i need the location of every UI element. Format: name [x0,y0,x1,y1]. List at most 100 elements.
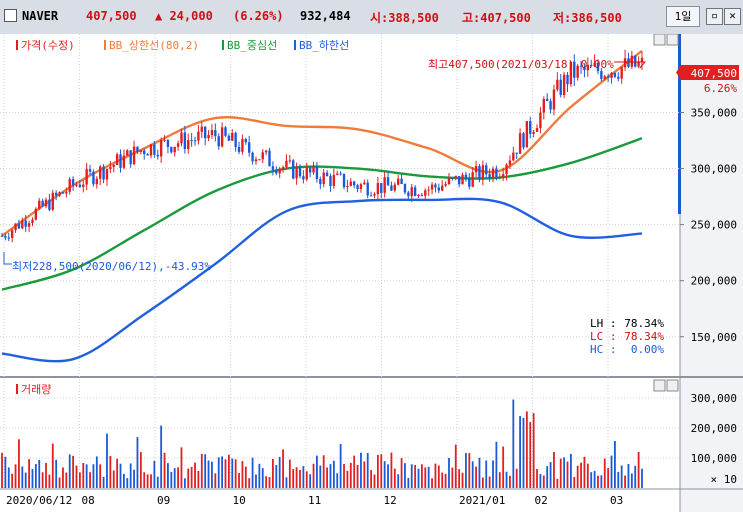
candle-body [187,140,190,149]
volume-bar [261,468,264,488]
candle-body [413,187,417,196]
volume-bar [65,472,68,488]
volume-bar [420,464,423,488]
volume-bar [576,465,579,488]
stock-name: NAVER [22,9,59,23]
volume-bar [241,461,244,488]
volume-bar [200,453,203,488]
candle-body [95,178,99,185]
candle-body [451,177,454,179]
candle-body [88,169,92,172]
volume-bar [641,468,643,488]
price-y-axis: 350,000 300,000 250,000 200,000 150,000 [680,106,737,344]
volume-bar [569,453,572,488]
volume-bar [102,476,105,488]
candle-body [532,131,535,134]
volume-bar [424,467,427,488]
candle-body [285,160,288,168]
volume-bar [238,472,240,488]
candle-body [366,182,369,196]
x-tick-label: 12 [384,494,397,507]
restore-icon[interactable]: ▫ [706,8,723,25]
volume-bar [326,467,328,488]
volume-bar [485,460,488,488]
candle-body [617,76,620,79]
volume-bar [410,464,413,488]
volume-bar [525,411,528,488]
band-lower-line [1,197,643,363]
period-button[interactable]: 1일 [666,6,700,27]
panel-maximize-icon[interactable] [653,34,666,46]
candle-body [176,143,180,147]
candle-body [224,127,227,136]
candle-body [298,166,302,177]
volume-panel-buttons[interactable] [653,379,679,392]
volume-bar [150,474,152,488]
volume-bar [444,473,447,488]
volume-bar [183,478,186,488]
volume-bar [28,459,30,488]
candle-body [292,160,295,179]
candle-body [65,191,68,194]
candle-body [508,160,512,165]
volume-bar [448,457,450,488]
candle-body [566,74,569,85]
low-price: 저:386,500 [553,11,622,25]
y-tick-label: 350,000 [691,106,737,119]
y-axis-area [680,34,743,512]
candle-body [491,168,495,179]
candle-body [156,154,159,157]
candle-body [0,235,4,237]
candle-body [630,55,634,67]
volume-maximize-icon[interactable] [653,379,666,392]
candle-body [383,177,386,193]
y-tick-label: 300,000 [691,163,737,176]
candle-body [34,208,38,220]
scroll-indicator[interactable] [678,34,681,214]
price-panel-buttons[interactable] [653,34,679,46]
close-icon[interactable]: ✕ [724,8,741,25]
candle-body [278,168,281,174]
volume-bar [376,454,379,488]
candle-body [237,146,241,152]
volume-bar [258,463,261,488]
volume-bar [116,458,119,488]
volume-bar [1,452,3,488]
volume-bar [478,457,481,488]
panel-close-icon[interactable] [666,34,679,46]
volume-bar [617,471,620,488]
candle-body [61,192,65,194]
volume-bar [329,464,332,488]
volume-bar [136,437,139,488]
candle-body [149,144,153,156]
candle-body [271,166,275,170]
select-checkbox[interactable] [4,9,17,22]
candle-body [322,172,325,184]
candle-body [21,220,24,229]
legend-swatch-lower [294,40,296,50]
volume-bar [343,463,345,488]
volume-bar [275,465,278,488]
candle-body [420,195,424,197]
candle-body [485,165,488,175]
candle-body [501,174,505,177]
x-tick-label: 09 [157,494,170,507]
stat-lh-value: 78.34% [624,317,664,330]
last-pct-tag-text: 6.26% [704,82,737,95]
candle-body [352,181,356,186]
candle-body [336,173,339,175]
price-panel [0,34,680,376]
grid [0,34,680,489]
candle-body [481,165,485,180]
volume-bar [231,458,234,488]
volume-bar [75,465,78,488]
volume-bar [556,478,559,488]
volume-close-icon[interactable] [666,379,679,392]
candle-body [159,140,163,157]
candle-body [386,177,390,186]
candle-body [579,65,583,67]
volume-bar [468,453,471,488]
volume-bar [441,472,444,488]
volume-bar [566,461,569,488]
chart-canvas[interactable]: 가격(수정) BB_상한선(80,2) BB_중심선 BB_하한선 최고407,… [0,34,743,512]
